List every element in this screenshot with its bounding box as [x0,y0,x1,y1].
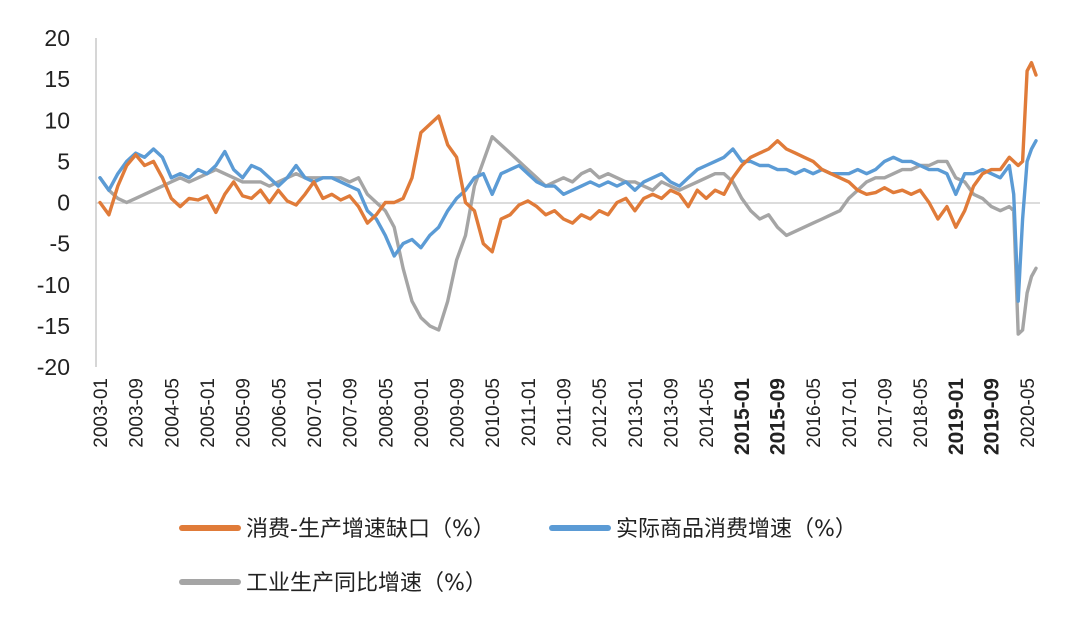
x-tick-label: 2009-01 [412,378,433,448]
x-tick-label: 2014-05 [697,378,718,448]
x-tick-label: 2007-09 [341,378,362,448]
legend: 消费-生产增速缺口（%） 实际商品消费增速（%） 工业生产同比增速（%） [179,517,857,596]
x-tick-label: 2012-05 [590,378,611,448]
x-tick-label: 2013-09 [662,378,683,448]
x-tick-label: 2003-09 [127,378,148,448]
y-tick-label: -15 [37,313,70,339]
x-tick-label: 2017-01 [840,378,861,448]
x-axis: 2003-01 2003-09 2004-05 2005-01 2005-09 2006-… [91,202,1040,455]
x-tick-label: 2019-01 [945,378,968,455]
x-tick-label: 2007-01 [305,378,326,448]
y-tick-label: 0 [57,190,70,216]
x-tick-label: 2010-05 [483,378,504,448]
legend-label: 工业生产同比增速（%） [246,571,487,596]
x-tick-label: 2019-09 [980,378,1003,455]
series-layer [98,61,1038,336]
y-tick-label: 20 [44,25,70,51]
x-tick-label: 2008-05 [376,378,397,448]
x-tick-label: 2004-05 [162,378,183,448]
y-axis: 20 15 10 5 0 -5 -10 -15 -20 [37,25,97,380]
legend-item-industrial: 工业生产同比增速（%） [179,571,487,596]
y-tick-label: 10 [44,107,70,133]
x-tick-label: 2009-09 [448,378,469,448]
y-tick-label: 5 [57,148,70,174]
legend-item-consumption: 实际商品消费增速（%） [549,517,857,542]
x-tick-label: 2018-05 [911,378,932,448]
x-tick-label: 2011-09 [555,378,576,446]
consumption-series-line [98,139,1038,303]
industrial-series-line [98,134,1038,336]
x-tick-label: 2020-05 [1018,378,1039,448]
legend-label: 消费-生产增速缺口（%） [246,517,495,542]
y-tick-label: -5 [50,231,70,257]
x-tick-label: 2015-09 [766,378,789,455]
x-tick-label: 2005-01 [198,378,219,448]
x-tick-label: 2003-01 [91,378,112,448]
y-tick-label: 15 [44,66,70,92]
x-tick-label: 2015-01 [731,378,754,455]
legend-item-gap: 消费-生产增速缺口（%） [179,517,495,542]
x-tick-label: 2006-05 [269,378,290,448]
legend-label: 实际商品消费增速（%） [616,517,857,542]
x-tick-label: 2013-01 [626,378,647,448]
x-tick-label: 2016-05 [804,378,825,448]
gap-series-line [98,61,1038,254]
y-tick-label: -10 [37,272,70,298]
x-tick-label: 2017-09 [875,378,896,448]
x-tick-label: 2011-01 [519,378,540,446]
x-tick-label: 2005-09 [234,378,255,448]
y-tick-label: -20 [37,354,70,380]
